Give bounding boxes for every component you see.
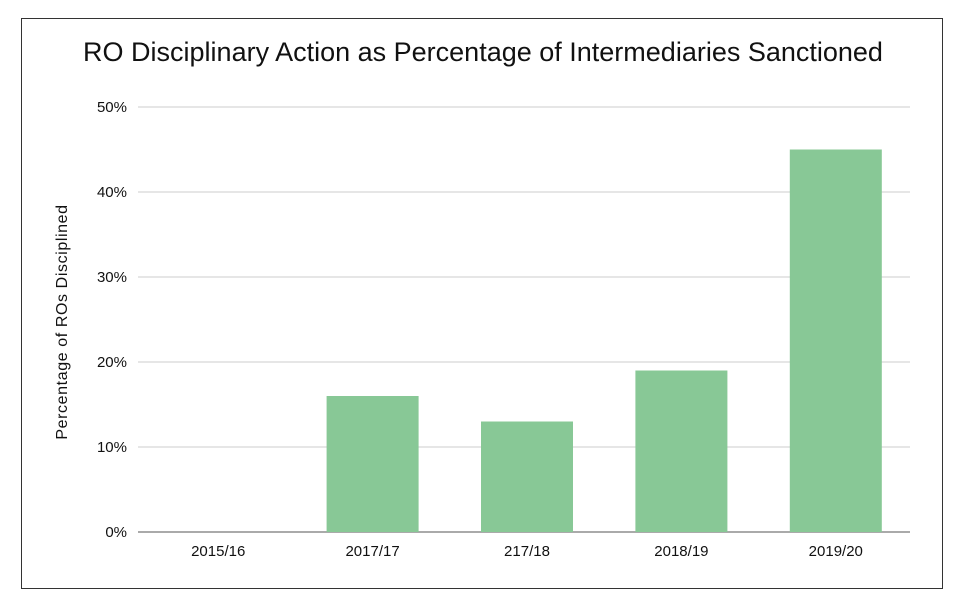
y-tick-label: 50% xyxy=(97,99,127,116)
bar-2018-19 xyxy=(635,370,728,532)
bar-2017-17 xyxy=(326,396,419,532)
y-tick-labels: 0% 10% 20% 30% 40% 50% xyxy=(97,99,127,541)
y-tick-label: 10% xyxy=(97,439,127,456)
bar-217-18 xyxy=(481,421,573,532)
bars xyxy=(326,149,882,532)
x-tick-label: 2018/19 xyxy=(654,543,708,560)
gridlines xyxy=(138,106,910,533)
chart-title: RO Disciplinary Action as Percentage of … xyxy=(83,37,883,67)
y-tick-label: 0% xyxy=(105,524,127,541)
y-tick-label: 20% xyxy=(97,354,127,371)
x-tick-label: 2019/20 xyxy=(809,543,863,560)
y-tick-label: 30% xyxy=(97,269,127,286)
x-tick-labels: 2015/16 2017/17 217/18 2018/19 2019/20 xyxy=(191,543,863,560)
bar-2019-20 xyxy=(789,149,882,532)
x-tick-label: 2015/16 xyxy=(191,543,245,560)
y-tick-label: 40% xyxy=(97,184,127,201)
x-tick-label: 217/18 xyxy=(504,543,550,560)
x-tick-label: 2017/17 xyxy=(345,543,399,560)
y-axis-label: Percentage of ROs Disciplined xyxy=(54,204,71,439)
